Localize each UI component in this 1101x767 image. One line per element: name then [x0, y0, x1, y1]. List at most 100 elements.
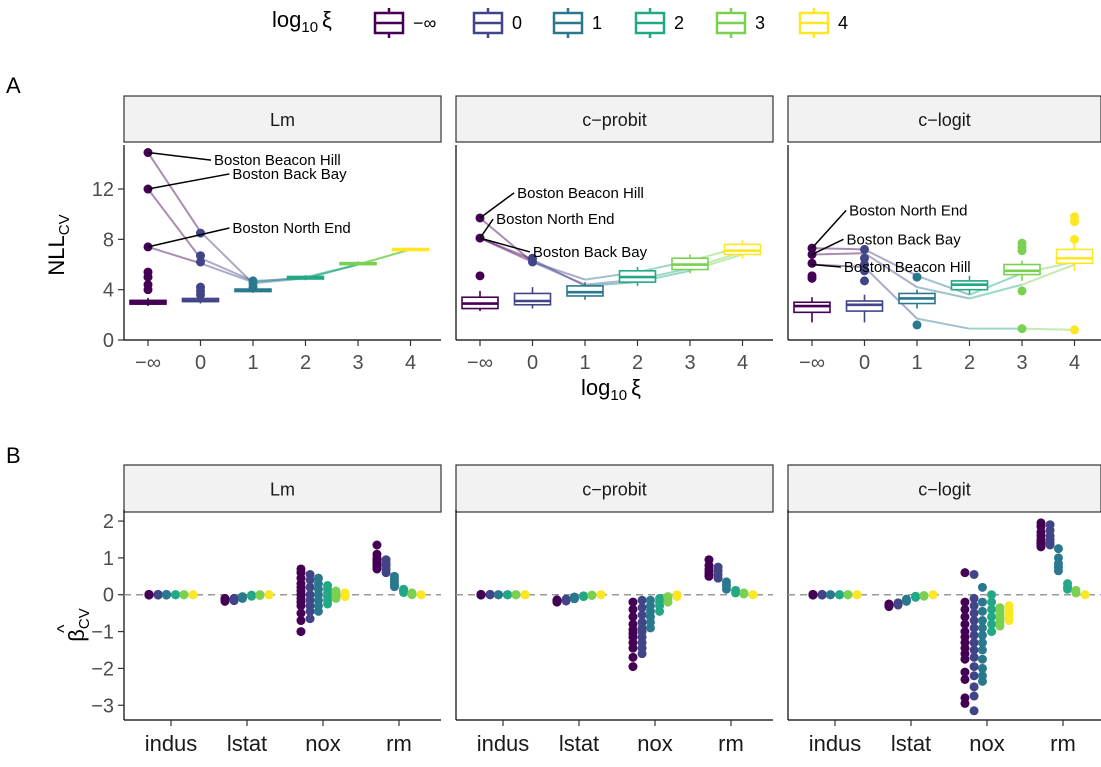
coefficient-point	[628, 604, 638, 614]
facet-strip-label: Lm	[270, 480, 295, 500]
box-4	[339, 261, 377, 266]
trace-segment	[147, 188, 202, 259]
x-tick-label: nox	[305, 731, 340, 756]
coefficient-point	[987, 619, 997, 629]
panel-a-x-axis-title: log10 ξ	[581, 375, 641, 404]
coefficient-point	[977, 645, 987, 655]
coefficient-point	[969, 682, 979, 692]
coefficient-point	[835, 590, 845, 600]
legend-key-label: 3	[755, 13, 765, 33]
coefficient-point	[628, 643, 638, 653]
box-outlier	[143, 267, 153, 277]
box-outlier	[196, 251, 205, 261]
coefficient-point	[901, 596, 911, 606]
legend-key-5: 4	[798, 8, 848, 38]
panel-b: B Lm −3 −2 −1 0 1 2 indus lstat nox rm c−probit indu…	[6, 443, 1101, 756]
coefficient-point	[645, 623, 655, 633]
annotation-label: Boston Beacon Hill	[214, 152, 341, 169]
x-tick-label: indus	[809, 731, 862, 756]
coefficient-point	[704, 571, 714, 581]
box-outlier	[196, 282, 205, 292]
x-tick-label: nox	[969, 731, 1004, 756]
x-tick-label: −∞	[135, 352, 161, 374]
x-tick-label: rm	[718, 731, 744, 756]
coefficient-point	[171, 590, 181, 600]
legend-title-symbol: ξ	[322, 7, 332, 32]
coefficient-point	[748, 590, 758, 600]
coefficient-point	[987, 597, 997, 607]
coefficient-point	[1063, 584, 1073, 594]
trace-segment	[200, 257, 254, 282]
annotation-label: Boston Back Bay	[847, 231, 962, 248]
coefficient-point	[511, 590, 521, 600]
coefficient-point	[739, 589, 749, 599]
panel-b-y-axis-title: βCV	[64, 608, 93, 642]
coefficient-point	[977, 630, 987, 640]
coefficient-point	[1080, 590, 1090, 600]
coefficient-point	[987, 612, 997, 622]
panel-letter-b: B	[6, 443, 21, 468]
y-tick-label: 0	[103, 330, 114, 352]
facet-strip	[455, 464, 774, 513]
coefficient-point	[628, 597, 638, 607]
coefficient-point	[672, 592, 682, 602]
coefficient-point	[1004, 616, 1014, 626]
box-3	[286, 275, 325, 281]
trace-segment	[863, 266, 918, 320]
trace-segment	[916, 274, 970, 296]
box-outlier	[1070, 234, 1079, 244]
coefficient-point	[305, 575, 315, 585]
coefficient-point	[969, 601, 979, 611]
coefficient-point	[969, 608, 979, 618]
coefficient-point	[977, 616, 987, 626]
coefficient-point	[296, 616, 306, 626]
y-tick-label: 0	[103, 585, 114, 607]
coefficient-point	[161, 590, 171, 600]
box-outlier	[860, 276, 869, 286]
x-tick-label: lstat	[227, 731, 267, 756]
coefficient-point	[255, 590, 265, 600]
coefficient-point	[721, 584, 731, 594]
box-outlier	[807, 271, 817, 281]
coefficient-point	[569, 594, 579, 604]
coefficient-point	[416, 590, 426, 600]
coefficient-point	[960, 674, 970, 684]
facet-strip-label: c−logit	[918, 110, 971, 130]
trace-segment	[811, 247, 865, 251]
legend-key-1: 0	[472, 8, 522, 38]
coefficient-point	[825, 590, 835, 600]
legend-key-4: 3	[715, 8, 765, 38]
panel-b-facet-0: Lm −3 −2 −1 0 1 2 indus lstat nox rm	[91, 464, 442, 756]
coefficient-point	[977, 638, 987, 648]
box-4	[1003, 238, 1041, 334]
x-tick-label: 2	[300, 352, 311, 374]
facet-strip-label: c−logit	[918, 480, 971, 500]
trace-segment	[916, 286, 970, 300]
trace-segment	[864, 248, 918, 277]
box-2	[234, 276, 272, 293]
legend-key-label: 1	[592, 13, 602, 33]
x-tick-label: −∞	[799, 352, 825, 374]
coefficient-point	[229, 594, 239, 604]
trace-segment	[1021, 263, 1075, 286]
coefficient-point	[188, 590, 198, 600]
x-tick-label: 4	[1069, 352, 1080, 374]
coefficient-point	[817, 590, 827, 600]
facet-strip	[787, 464, 1101, 513]
box-outlier	[528, 253, 537, 263]
coefficient-point	[264, 590, 274, 600]
x-tick-label: 0	[195, 352, 206, 374]
panel-a-y-axis-title-sub: CV	[56, 214, 73, 235]
legend-title-main: log	[272, 7, 301, 32]
trace-segment	[200, 262, 254, 284]
trace-segment	[479, 237, 533, 261]
box-5	[391, 247, 430, 252]
y-tick-label: 4	[103, 280, 114, 302]
coefficient-point	[987, 590, 997, 600]
annotation-leader	[147, 151, 212, 161]
annotation-leader	[811, 238, 844, 256]
annotation-leader	[147, 227, 230, 248]
annotation-leader	[811, 209, 847, 249]
coefficient-point	[579, 592, 589, 602]
coefficient-point	[960, 619, 970, 629]
